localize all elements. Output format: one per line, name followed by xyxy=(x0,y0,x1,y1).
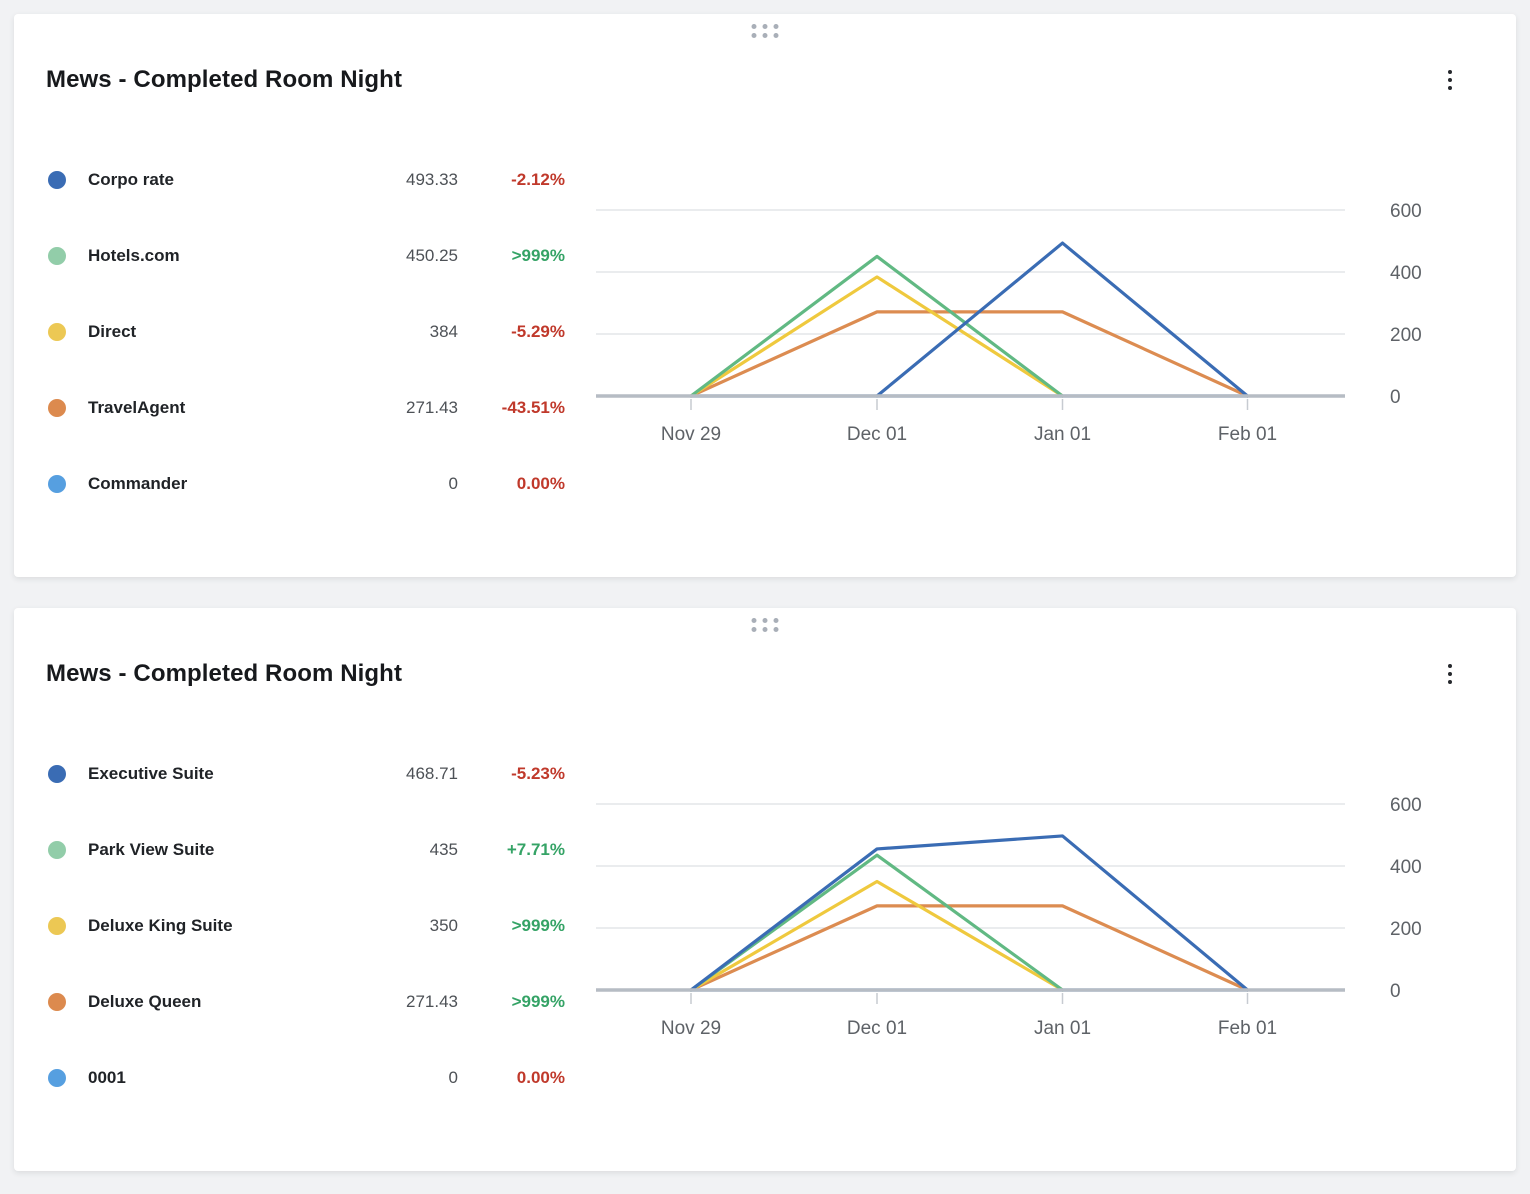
series-color-dot xyxy=(48,993,66,1011)
series-name: Deluxe King Suite xyxy=(88,916,233,935)
legend-row[interactable]: Deluxe Queen 271.43 >999% xyxy=(48,964,565,1040)
svg-text:Jan 01: Jan 01 xyxy=(1034,424,1091,445)
series-change: >999% xyxy=(511,992,565,1011)
series-change: -5.29% xyxy=(511,322,565,341)
svg-text:200: 200 xyxy=(1390,325,1422,346)
series-value: 271.43 xyxy=(406,992,458,1011)
legend-row[interactable]: Corpo rate 493.33 -2.12% xyxy=(48,142,565,218)
series-value: 350 xyxy=(429,916,458,935)
series-change: 0.00% xyxy=(516,1068,565,1087)
series-color-dot xyxy=(48,765,66,783)
series-value: 450.25 xyxy=(406,246,458,265)
line-chart: Nov 29 Dec 01 Jan 01 Feb 01 0 200 400 600 xyxy=(596,795,1422,1039)
series-value: 0 xyxy=(448,474,458,493)
legend-row[interactable]: Executive Suite 468.71 -5.23% xyxy=(48,736,565,812)
series-color-dot xyxy=(48,917,66,935)
series-change: >999% xyxy=(511,246,565,265)
svg-text:Nov 29: Nov 29 xyxy=(661,424,721,445)
svg-text:Feb 01: Feb 01 xyxy=(1218,1018,1277,1039)
series-name: Direct xyxy=(88,322,137,341)
svg-text:200: 200 xyxy=(1390,919,1422,940)
kebab-menu-icon[interactable] xyxy=(1438,66,1462,94)
series-color-dot xyxy=(48,323,66,341)
series-value: 0 xyxy=(448,1068,458,1087)
series-value: 271.43 xyxy=(406,398,458,417)
svg-text:600: 600 xyxy=(1390,201,1422,222)
svg-text:Feb 01: Feb 01 xyxy=(1218,424,1277,445)
series-change: +7.71% xyxy=(506,840,565,859)
series-name: Hotels.com xyxy=(88,246,180,265)
series-change: -5.23% xyxy=(511,764,565,783)
series-color-dot xyxy=(48,399,66,417)
svg-text:Dec 01: Dec 01 xyxy=(847,424,907,445)
svg-text:600: 600 xyxy=(1390,795,1422,816)
series-name: TravelAgent xyxy=(88,398,186,417)
drag-handle-icon[interactable] xyxy=(751,618,779,632)
series-color-dot xyxy=(48,1069,66,1087)
series-color-dot xyxy=(48,247,66,265)
series-value: 493.33 xyxy=(406,170,458,189)
series-name: Executive Suite xyxy=(88,764,214,783)
series-name: Deluxe Queen xyxy=(88,992,202,1011)
series-change: >999% xyxy=(511,916,565,935)
legend: Corpo rate 493.33 -2.12% Hotels.com 450.… xyxy=(48,142,565,522)
legend-row[interactable]: Direct 384 -5.29% xyxy=(48,294,565,370)
svg-text:Jan 01: Jan 01 xyxy=(1034,1018,1091,1039)
series-name: Commander xyxy=(88,474,188,493)
svg-text:400: 400 xyxy=(1390,263,1422,284)
widget-card-channels: Mews - Completed Room Night Corpo rate 4… xyxy=(14,14,1516,577)
series-value: 435 xyxy=(429,840,458,859)
series-name: Corpo rate xyxy=(88,170,174,189)
series-value: 468.71 xyxy=(406,764,458,783)
series-name: Park View Suite xyxy=(88,840,215,859)
legend-row[interactable]: Hotels.com 450.25 >999% xyxy=(48,218,565,294)
series-color-dot xyxy=(48,475,66,493)
line-chart: Nov 29 Dec 01 Jan 01 Feb 01 0 200 400 600 xyxy=(596,201,1422,445)
legend-row[interactable]: Deluxe King Suite 350 >999% xyxy=(48,888,565,964)
series-color-dot xyxy=(48,171,66,189)
legend-row[interactable]: TravelAgent 271.43 -43.51% xyxy=(48,370,565,446)
series-change: 0.00% xyxy=(516,474,565,493)
svg-text:0: 0 xyxy=(1390,387,1401,408)
legend: Executive Suite 468.71 -5.23% Park View … xyxy=(48,736,565,1116)
svg-text:400: 400 xyxy=(1390,857,1422,878)
kebab-menu-icon[interactable] xyxy=(1438,660,1462,688)
widget-title: Mews - Completed Room Night xyxy=(46,66,403,93)
legend-row[interactable]: 0001 0 0.00% xyxy=(48,1040,565,1116)
widget-title: Mews - Completed Room Night xyxy=(46,660,403,687)
series-change: -43.51% xyxy=(501,398,565,417)
svg-text:Nov 29: Nov 29 xyxy=(661,1018,721,1039)
svg-text:0: 0 xyxy=(1390,981,1401,1002)
widget-card-rooms: Mews - Completed Room Night Executive Su… xyxy=(14,608,1516,1171)
drag-handle-icon[interactable] xyxy=(751,24,779,38)
legend-row[interactable]: Commander 0 0.00% xyxy=(48,446,565,522)
series-value: 384 xyxy=(429,322,458,341)
legend-row[interactable]: Park View Suite 435 +7.71% xyxy=(48,812,565,888)
series-change: -2.12% xyxy=(511,170,565,189)
series-name: 0001 xyxy=(88,1068,126,1087)
series-color-dot xyxy=(48,841,66,859)
svg-text:Dec 01: Dec 01 xyxy=(847,1018,907,1039)
